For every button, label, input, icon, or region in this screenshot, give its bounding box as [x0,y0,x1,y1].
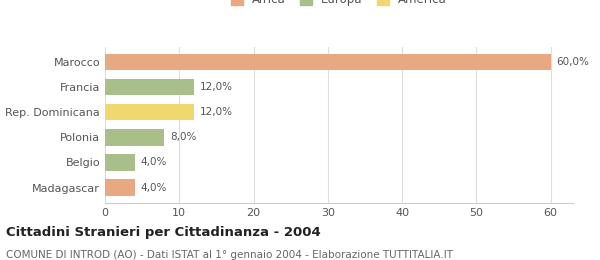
Text: COMUNE DI INTROD (AO) - Dati ISTAT al 1° gennaio 2004 - Elaborazione TUTTITALIA.: COMUNE DI INTROD (AO) - Dati ISTAT al 1°… [6,250,453,259]
Text: 8,0%: 8,0% [170,132,197,142]
Bar [105,104,194,120]
Bar [105,79,194,95]
Bar [105,154,135,171]
Bar [105,129,164,146]
Bar [105,179,135,196]
Text: Cittadini Stranieri per Cittadinanza - 2004: Cittadini Stranieri per Cittadinanza - 2… [6,226,321,239]
Text: 60,0%: 60,0% [557,57,590,67]
Legend: Africa, Europa, America: Africa, Europa, America [231,0,447,6]
Text: 12,0%: 12,0% [200,82,233,92]
Text: 12,0%: 12,0% [200,107,233,117]
Bar [105,54,551,70]
Text: 4,0%: 4,0% [140,183,167,193]
Text: 4,0%: 4,0% [140,158,167,167]
